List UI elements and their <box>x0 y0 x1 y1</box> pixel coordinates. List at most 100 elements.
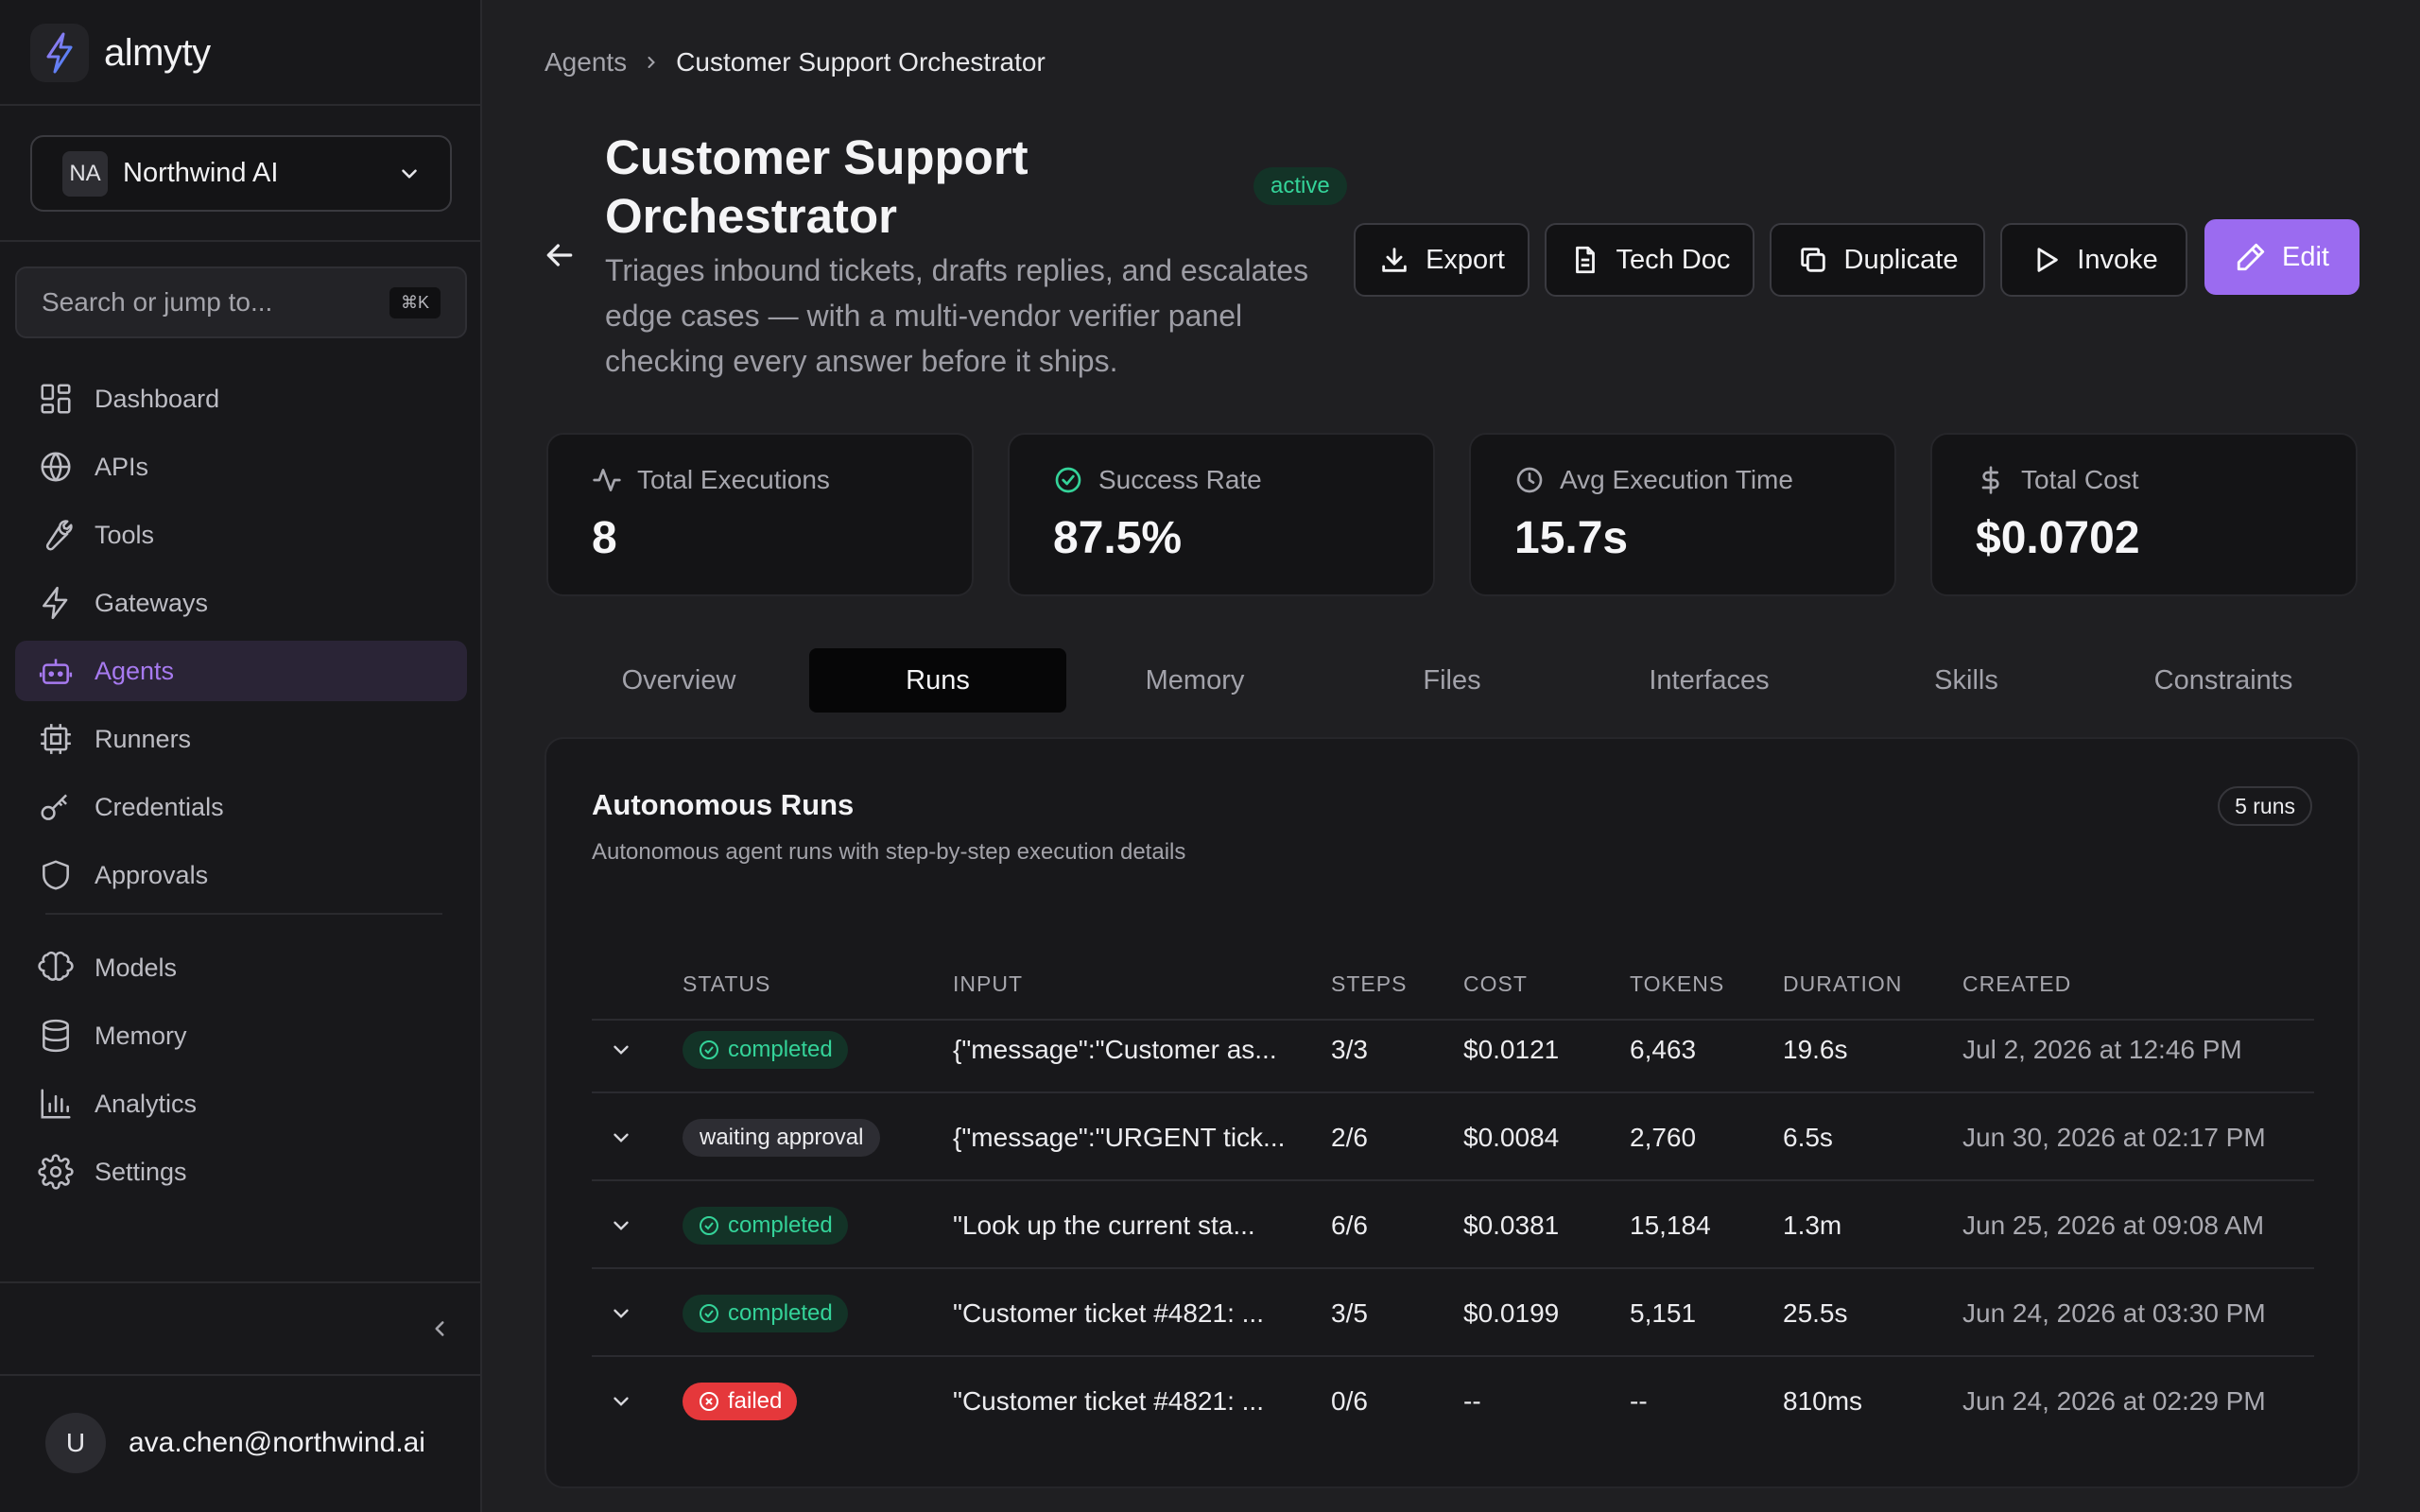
search-shortcut: ⌘K <box>389 286 441 318</box>
run-created: Jun 24, 2026 at 03:30 PM <box>1962 1297 2266 1328</box>
expand-row-button[interactable] <box>607 1093 635 1181</box>
sidebar-item-credentials[interactable]: Credentials <box>15 777 467 837</box>
run-tokens: 5,151 <box>1630 1297 1697 1328</box>
duplicate-button[interactable]: Duplicate <box>1770 223 1985 297</box>
dollar-icon <box>1981 466 1999 494</box>
globe-icon <box>41 452 71 482</box>
table-row[interactable]: waiting approval {"message":"URGENT tick… <box>592 1093 2314 1181</box>
avatar: U <box>45 1413 106 1473</box>
table-row[interactable]: completed "Customer ticket #4821: ... 3/… <box>592 1269 2314 1357</box>
status-badge: waiting approval <box>683 1118 881 1157</box>
tab-memory[interactable]: Memory <box>1145 664 1245 696</box>
back-button[interactable] <box>541 236 579 274</box>
sidebar-item-tools[interactable]: Tools <box>15 505 467 565</box>
column-header-steps[interactable]: STEPS <box>1331 971 1408 996</box>
run-input: "Customer ticket #4821: ... <box>953 1385 1264 1416</box>
sidebar-item-label: Tools <box>95 520 155 549</box>
table-row[interactable]: failed "Customer ticket #4821: ... 0/6 -… <box>592 1357 2314 1445</box>
chevron-down-icon <box>614 1397 629 1406</box>
user-menu[interactable]: U ava.chen@northwind.ai <box>45 1413 425 1473</box>
chevron-down-icon <box>614 1045 629 1055</box>
export-button[interactable]: Export <box>1354 223 1530 297</box>
nav-divider <box>45 913 442 915</box>
brand[interactable]: almyty <box>30 21 211 85</box>
org-switcher[interactable]: NA Northwind AI <box>30 135 452 212</box>
table-header: STATUS INPUT STEPS COST TOKENS DURATION … <box>592 945 2314 1021</box>
edit-button[interactable]: Edit <box>2204 219 2360 295</box>
tab-overview[interactable]: Overview <box>621 664 736 696</box>
run-duration: 810ms <box>1783 1385 1863 1416</box>
table-row[interactable]: completed "Look up the current sta... 6/… <box>592 1181 2314 1269</box>
expand-row-button[interactable] <box>607 1357 635 1445</box>
run-duration: 25.5s <box>1783 1297 1848 1328</box>
stat-label: Avg Execution Time <box>1560 465 1793 494</box>
expand-row-button[interactable] <box>607 1181 635 1269</box>
sidebar-item-label: Settings <box>95 1157 187 1186</box>
tech-doc-label: Tech Doc <box>1616 244 1731 275</box>
clock-icon <box>1516 467 1543 493</box>
sidebar-item-memory[interactable]: Memory <box>15 1005 467 1066</box>
page-title: Customer Support Orchestrator <box>605 130 1028 243</box>
sidebar-item-apis[interactable]: APIs <box>15 437 467 497</box>
status-badge: completed <box>683 1030 848 1069</box>
sidebar-item-approvals[interactable]: Approvals <box>15 845 467 905</box>
robot-icon <box>39 659 73 684</box>
invoke-label: Invoke <box>2077 244 2158 275</box>
sidebar-item-agents[interactable]: Agents <box>15 641 467 701</box>
breadcrumb-current: Customer Support Orchestrator <box>676 47 1046 77</box>
sidebar-item-label: Runners <box>95 724 192 753</box>
column-header-status[interactable]: STATUS <box>683 971 771 996</box>
column-header-duration[interactable]: DURATION <box>1783 971 1903 996</box>
run-duration: 19.6s <box>1783 1034 1848 1064</box>
check-circle-icon <box>1055 467 1081 493</box>
sidebar-divider <box>0 1281 480 1283</box>
column-header-input[interactable]: INPUT <box>953 971 1023 996</box>
duplicate-label: Duplicate <box>1843 244 1959 275</box>
run-cost: $0.0381 <box>1463 1210 1560 1240</box>
sidebar-item-label: Analytics <box>95 1089 198 1118</box>
run-steps: 3/3 <box>1331 1034 1368 1064</box>
run-created: Jun 25, 2026 at 09:08 AM <box>1962 1210 2265 1240</box>
sidebar-item-runners[interactable]: Runners <box>15 709 467 769</box>
column-header-created[interactable]: CREATED <box>1962 971 2072 996</box>
sidebar-item-gateways[interactable]: Gateways <box>15 573 467 633</box>
tab-constraints[interactable]: Constraints <box>2153 664 2293 696</box>
run-tokens: 15,184 <box>1630 1210 1711 1240</box>
collapse-sidebar-button[interactable] <box>425 1310 454 1348</box>
expand-row-button[interactable] <box>607 1005 635 1093</box>
stat-card-total-cost: Total Cost $0.0702 <box>1930 433 2358 596</box>
run-tokens: -- <box>1630 1385 1648 1416</box>
stat-card-avg-execution-time: Avg Execution Time 15.7s <box>1469 433 1896 596</box>
tab-runs[interactable]: Runs <box>809 648 1066 713</box>
column-header-tokens[interactable]: TOKENS <box>1630 971 1725 996</box>
column-header-cost[interactable]: COST <box>1463 971 1528 996</box>
agent-description: Triages inbound tickets, drafts replies,… <box>605 253 1309 378</box>
status-label: completed <box>728 1036 833 1062</box>
sidebar-item-settings[interactable]: Settings <box>15 1142 467 1202</box>
sidebar-item-analytics[interactable]: Analytics <box>15 1074 467 1134</box>
status-badge: active <box>1253 167 1347 205</box>
sidebar-item-label: APIs <box>95 452 149 481</box>
download-icon <box>1382 248 1407 272</box>
tab-interfaces[interactable]: Interfaces <box>1649 664 1770 696</box>
sidebar-item-dashboard[interactable]: Dashboard <box>15 369 467 429</box>
run-input: {"message":"Customer as... <box>953 1034 1277 1064</box>
search-input[interactable]: Search or jump to... ⌘K <box>15 266 467 338</box>
chevron-down-icon <box>614 1309 629 1318</box>
sidebar-item-label: Memory <box>95 1021 187 1050</box>
tab-skills[interactable]: Skills <box>1934 664 1998 696</box>
sidebar-item-models[interactable]: Models <box>15 937 467 998</box>
breadcrumb-agents-link[interactable]: Agents <box>544 47 628 77</box>
expand-row-button[interactable] <box>607 1269 635 1357</box>
run-steps: 6/6 <box>1331 1210 1368 1240</box>
chevron-right-icon <box>648 57 656 68</box>
table-row[interactable]: completed {"message":"Customer as... 3/3… <box>592 1005 2314 1093</box>
document-icon <box>1575 246 1595 274</box>
invoke-button[interactable]: Invoke <box>2000 223 2187 297</box>
tab-files[interactable]: Files <box>1423 664 1481 696</box>
play-icon <box>2037 248 2059 272</box>
status-badge: failed <box>683 1382 798 1420</box>
stat-value: 15.7s <box>1514 513 1629 563</box>
activity-icon <box>593 469 621 491</box>
tech-doc-button[interactable]: Tech Doc <box>1545 223 1754 297</box>
